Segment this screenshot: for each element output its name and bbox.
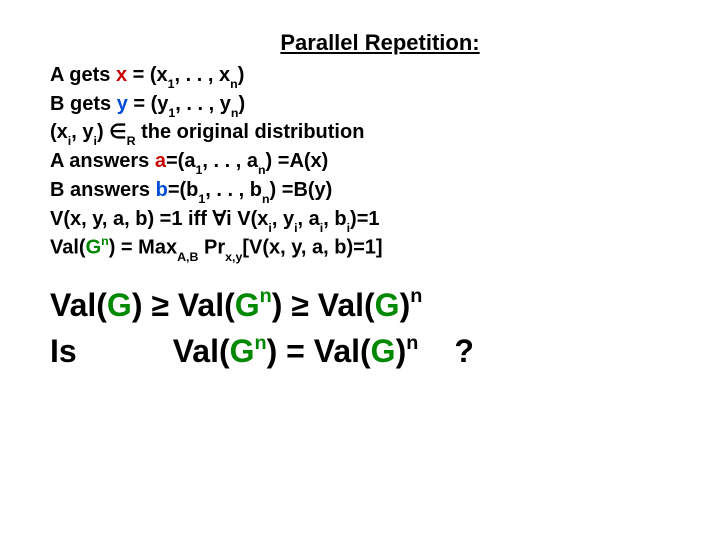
line-b-gets: B gets y = (y1, . . , yn) xyxy=(50,91,670,120)
line-v: V(x, y, a, b) =1 iff ∀i V(xi, yi, ai, bi… xyxy=(50,206,670,235)
slide-title: Parallel Repetition: xyxy=(50,30,670,56)
conclusion-block: Val(G) ≥ Val(Gn) ≥ Val(G)n IsVal(Gn) = V… xyxy=(50,282,670,375)
line-a-gets: A gets x = (x1, . . , xn) xyxy=(50,62,670,91)
slide-content: Parallel Repetition: A gets x = (x1, . .… xyxy=(0,0,720,395)
big-line-2: IsVal(Gn) = Val(G)n? xyxy=(50,328,670,374)
line-a-ans: A answers a=(a1, . . , an) =A(x) xyxy=(50,148,670,177)
line-dist: (xi, yi) ∈R the original distribution xyxy=(50,119,670,148)
line-b-ans: B answers b=(b1, . . , bn) =B(y) xyxy=(50,177,670,206)
big-line-1: Val(G) ≥ Val(Gn) ≥ Val(G)n xyxy=(50,282,670,328)
line-valgn: Val(Gn) = MaxA,B Prx,y[V(x, y, a, b)=1] xyxy=(50,234,670,263)
